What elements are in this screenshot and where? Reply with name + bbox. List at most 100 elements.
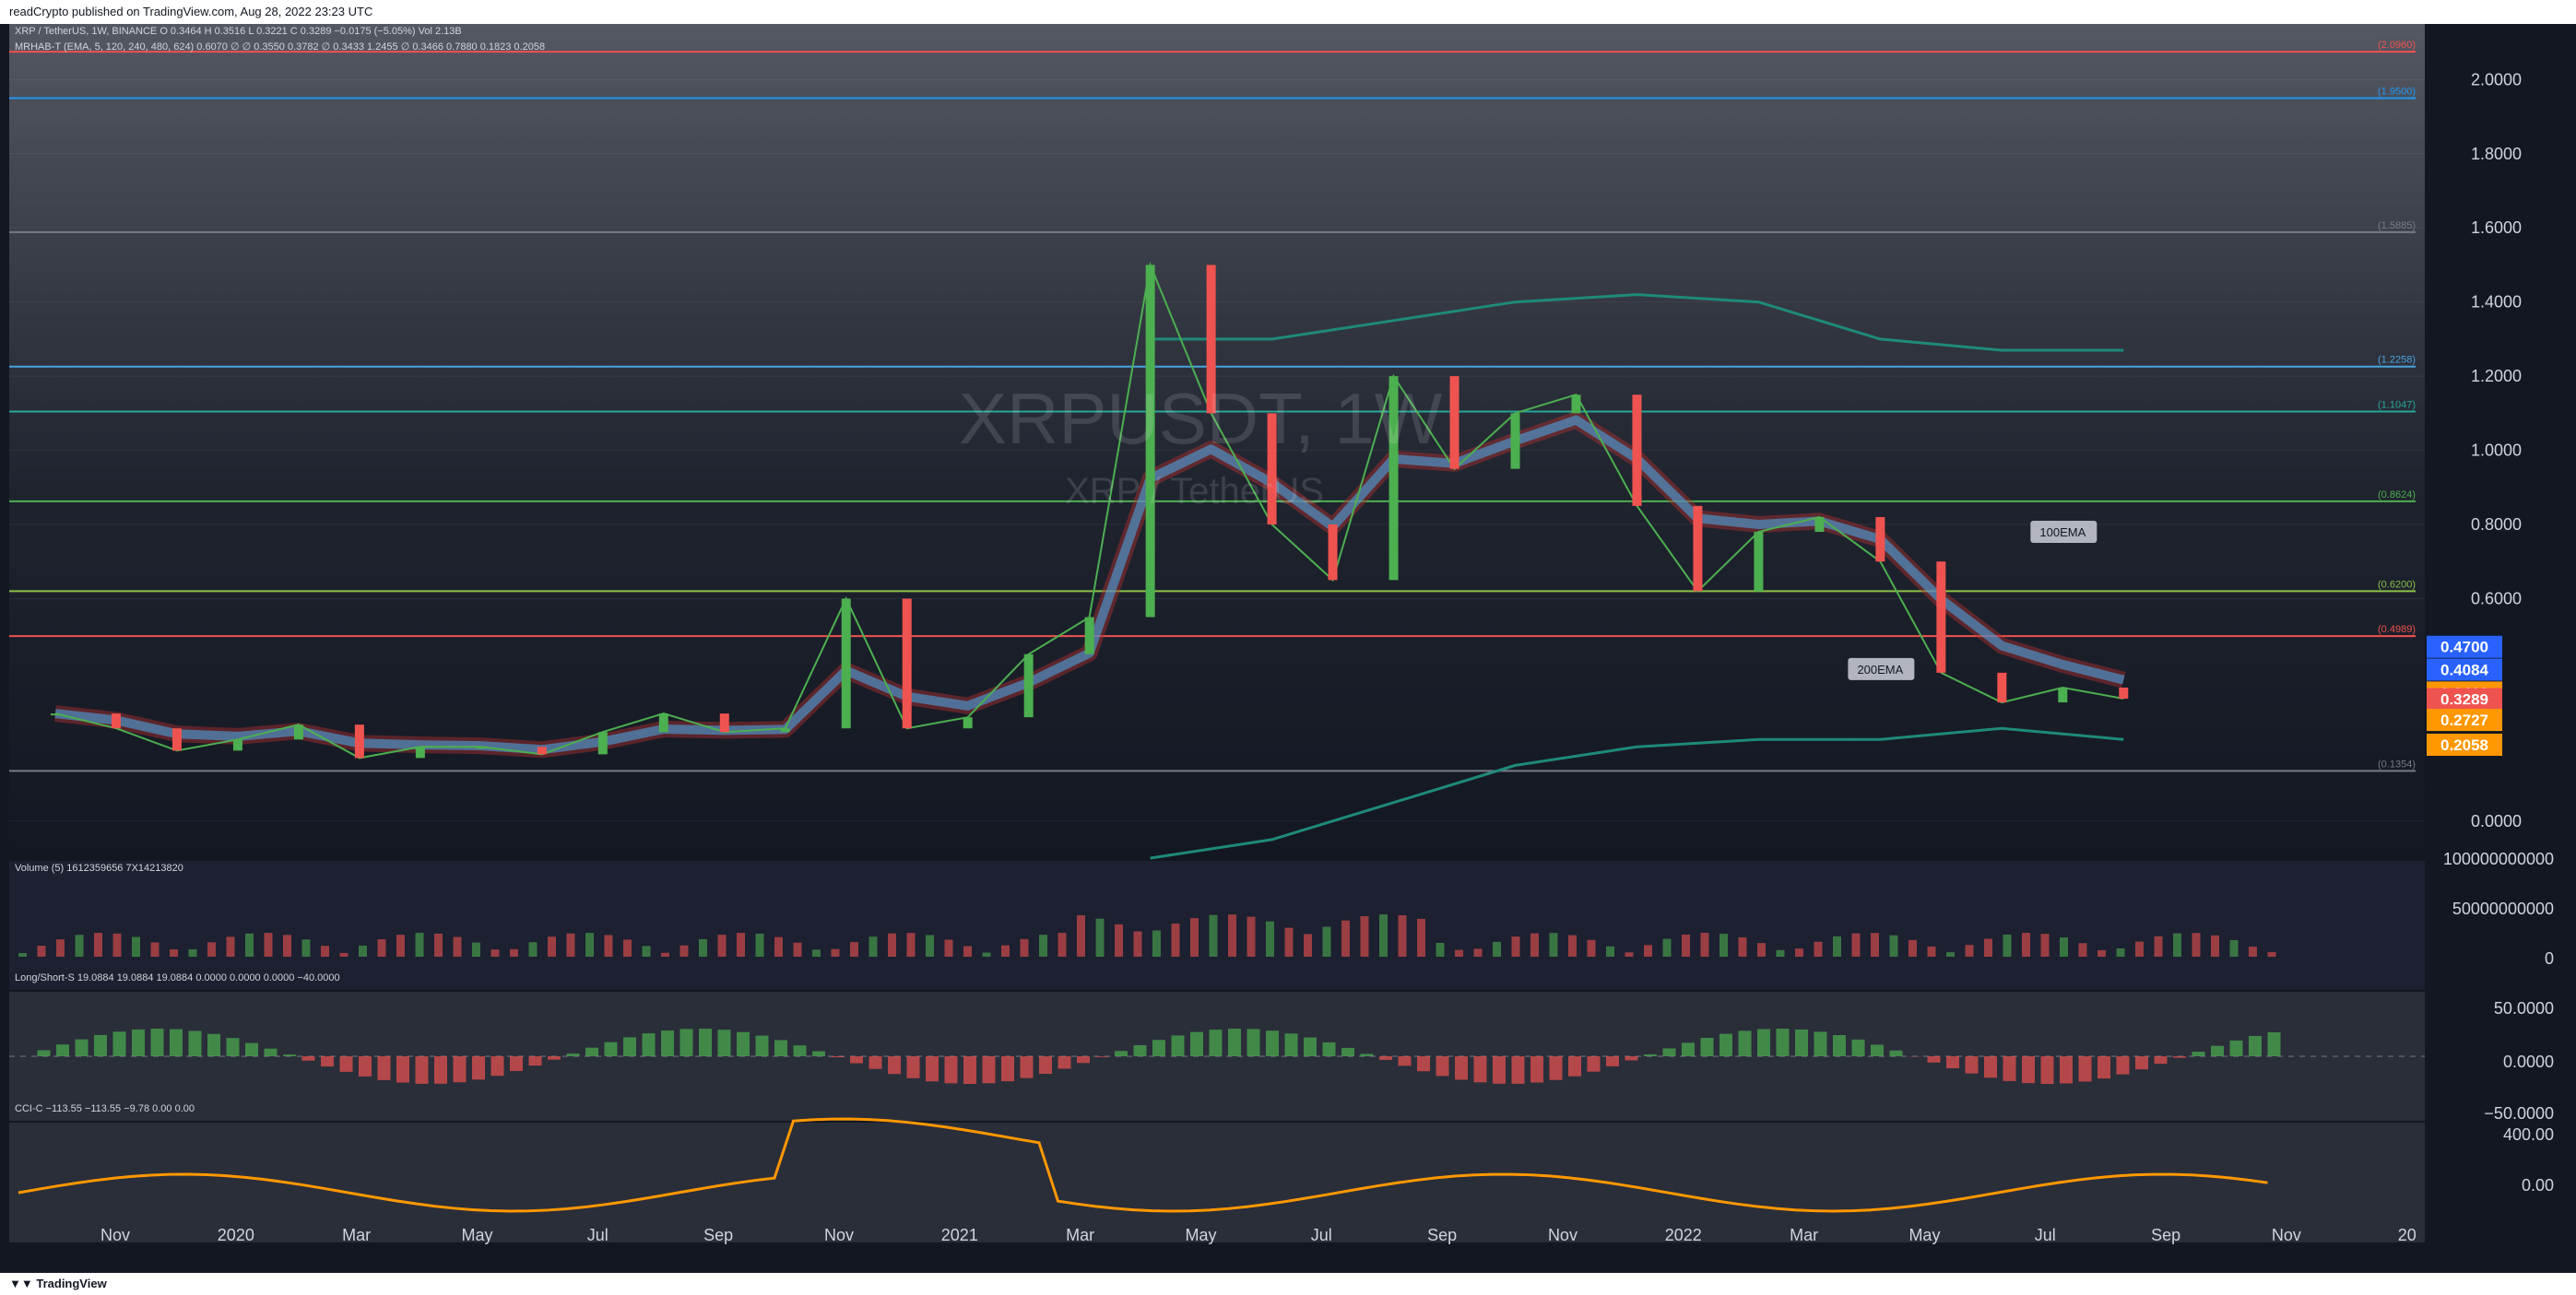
fib-label: (0.8624) (2378, 489, 2416, 500)
x-tick-label: Jul (1311, 1226, 1332, 1244)
candle (51, 713, 60, 716)
candle (841, 598, 851, 729)
volume-bar (528, 942, 538, 957)
volume-bar (1077, 914, 1085, 957)
volume-bar (132, 936, 140, 957)
y-tick-label: 0.6000 (2471, 589, 2522, 607)
chart-canvas[interactable]: (2.0960) (1.9500) (1.5885) (1.2258) (1.1047)… (0, 24, 2576, 1251)
ls-bar (132, 1029, 145, 1056)
ls-bar (245, 1042, 258, 1056)
ls-bar (1152, 1040, 1165, 1056)
volume-bar (2060, 937, 2068, 957)
volume-bar (1662, 938, 1672, 957)
ls-bar (396, 1056, 409, 1083)
candle (1145, 265, 1155, 618)
annotation-label: 100EMA (2039, 525, 2086, 539)
ls-bar (850, 1056, 863, 1064)
pane-tick-label: 0.00 (2522, 1176, 2554, 1195)
volume-bar (188, 948, 197, 957)
price-axis[interactable]: 2.0000 1.8000 1.6000 1.4000 1.2000 1.0000 0.80… (2471, 70, 2522, 830)
ls-bar (510, 1056, 523, 1072)
ls-bar (1606, 1056, 1619, 1066)
y-tick-label: 0.0000 (2471, 812, 2522, 830)
volume-bar (585, 933, 594, 957)
volume-bar (1115, 924, 1123, 957)
candle (1571, 394, 1581, 414)
ls-bar (1398, 1056, 1412, 1066)
ls-bar (490, 1056, 504, 1077)
ls-bar (1266, 1030, 1279, 1056)
volume-bar (2097, 949, 2106, 957)
fib-label: (1.1047) (2378, 399, 2416, 410)
price-tag-label: 0.2058 (2440, 736, 2488, 754)
volume-bar (339, 952, 349, 957)
bb-upper-line (1150, 293, 2124, 352)
candle (1206, 265, 1216, 414)
ls-bar (264, 1048, 278, 1056)
volume-bar (245, 933, 254, 957)
volume-bar (207, 942, 216, 957)
ls-bar (1058, 1056, 1071, 1069)
volume-bar (1247, 916, 1256, 957)
volume-bar (1304, 934, 1312, 957)
volume-bar (2211, 935, 2219, 957)
volume-bar (1776, 949, 1785, 957)
volume-bar (1095, 918, 1105, 957)
ls-bar (1455, 1056, 1468, 1080)
volume-bar (831, 948, 840, 957)
candle (902, 598, 912, 729)
volume-bar (642, 946, 651, 957)
cci-pane: 400.00 0.00 (18, 1117, 2554, 1213)
ls-bar (2249, 1035, 2262, 1056)
volume-bar (888, 933, 896, 957)
x-tick-label: 20 (2398, 1226, 2416, 1244)
candle (1814, 516, 1825, 533)
pane-tick-label: −50.0000 (2484, 1104, 2554, 1123)
candle (415, 747, 425, 759)
ls-bar (2078, 1056, 2092, 1082)
cci-line (18, 1117, 2268, 1213)
x-tick-label: Jul (587, 1226, 609, 1244)
volume-bar (793, 942, 802, 957)
legend-cci: CCI-C −113.55 −113.55 −9.78 0.00 0.00 (15, 1103, 200, 1114)
ls-bar (1511, 1056, 1525, 1084)
x-tick-label: 2022 (1665, 1226, 1702, 1244)
volume-bar (2192, 933, 2201, 957)
ls-bar (1814, 1031, 1827, 1056)
volume-bar (850, 942, 858, 957)
ls-bar (1436, 1056, 1449, 1077)
candle (1693, 505, 1703, 592)
volume-bar (906, 933, 916, 957)
volume-bar (1020, 938, 1029, 957)
ls-bar (585, 1047, 598, 1056)
volume-bar (1152, 930, 1161, 957)
ls-bar (1341, 1047, 1354, 1056)
ls-bar (1379, 1056, 1392, 1060)
volume-bar (396, 935, 405, 957)
tradingview-logo-icon: ▼▼ (9, 1277, 37, 1290)
volume-bar (1436, 942, 1445, 957)
ls-bar (604, 1042, 618, 1056)
ls-bar (1889, 1050, 1903, 1056)
volume-bar (472, 942, 480, 957)
volume-bar (170, 949, 178, 957)
volume-bar (1473, 948, 1483, 957)
ls-bar (1946, 1056, 1959, 1069)
y-tick-label: 1.4000 (2471, 293, 2522, 312)
ls-bar (717, 1030, 731, 1056)
candle (1388, 376, 1399, 581)
time-axis[interactable]: Nov 2020 Mar May Jul Sep Nov 2021 Mar May Jul Sep No… (100, 1226, 2416, 1244)
ls-bar (1795, 1030, 1808, 1056)
ls-bar (112, 1031, 126, 1056)
volume-bar (2040, 934, 2050, 957)
volume-bar (1795, 948, 1803, 957)
volume-bar (926, 935, 934, 957)
candle (1510, 413, 1520, 469)
volume-bar (1209, 914, 1218, 957)
ls-bar (1568, 1056, 1581, 1077)
volume-bar (679, 945, 689, 957)
candle (354, 724, 364, 759)
candle (1875, 516, 1885, 562)
ls-bar (56, 1044, 69, 1056)
volume-bar (1889, 935, 1898, 957)
